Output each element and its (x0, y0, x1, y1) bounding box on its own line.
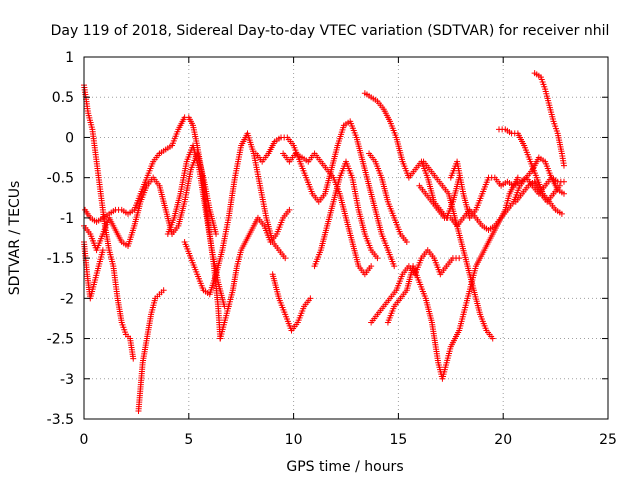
y-axis-label: SDTVAR / TECUs (7, 181, 23, 296)
grid-lines (84, 57, 608, 419)
y-tick-label: -3.5 (47, 412, 74, 428)
axis-ticks: 0 5 10 15 20 25 -3.5 -3 -2.5 -2 -1.5 -1 -0.5 0 0.5 1 (47, 50, 617, 448)
y-tick-label: -0.5 (47, 171, 74, 187)
data-point (560, 162, 567, 169)
series-10 (269, 271, 314, 334)
y-tick-label: -3 (60, 372, 74, 388)
data-point (368, 263, 375, 270)
data-point (286, 206, 293, 213)
data-point (514, 174, 521, 181)
series-8 (217, 206, 293, 342)
y-tick-label: -2 (60, 291, 74, 307)
data-point (374, 255, 381, 262)
series-12 (311, 158, 381, 270)
x-tick-label: 25 (599, 432, 617, 448)
y-tick-label: -1 (60, 211, 74, 227)
data-point (99, 247, 106, 254)
y-tick-label: 1 (65, 50, 74, 66)
series-17 (416, 154, 567, 233)
data-series (81, 70, 567, 414)
data-point (560, 178, 567, 185)
chart-title: Day 119 of 2018, Sidereal Day-to-day VTE… (51, 23, 610, 39)
y-tick-label: -1.5 (47, 251, 74, 267)
x-axis-label: GPS time / hours (286, 459, 403, 475)
data-point (456, 255, 463, 262)
series-4 (135, 287, 167, 414)
x-tick-label: 5 (184, 432, 193, 448)
plot-frame (83, 56, 609, 420)
x-tick-label: 20 (494, 432, 512, 448)
y-tick-label: 0.5 (52, 90, 74, 106)
data-point (282, 255, 289, 262)
data-point (403, 239, 410, 246)
series-6 (164, 142, 232, 310)
series-22 (512, 178, 563, 205)
x-tick-label: 0 (80, 432, 89, 448)
data-point (160, 287, 167, 294)
data-point (558, 210, 565, 217)
series-14 (366, 150, 410, 246)
data-point (307, 295, 314, 302)
x-tick-label: 10 (285, 432, 303, 448)
x-tick-label: 15 (389, 432, 407, 448)
series-13 (361, 90, 463, 221)
data-point (556, 182, 563, 189)
series-11 (280, 150, 375, 278)
data-point (489, 335, 496, 342)
series-5 (81, 150, 220, 254)
series-2 (81, 239, 106, 302)
data-point (213, 230, 220, 237)
data-point (130, 355, 137, 362)
series-15 (368, 247, 463, 326)
series-16 (384, 174, 521, 382)
data-point (560, 190, 567, 197)
y-tick-label: -2.5 (47, 332, 74, 348)
series-9 (252, 118, 398, 270)
y-tick-label: 0 (65, 130, 74, 146)
series-21 (531, 70, 567, 169)
series-18 (420, 158, 496, 342)
data-point (391, 263, 398, 270)
